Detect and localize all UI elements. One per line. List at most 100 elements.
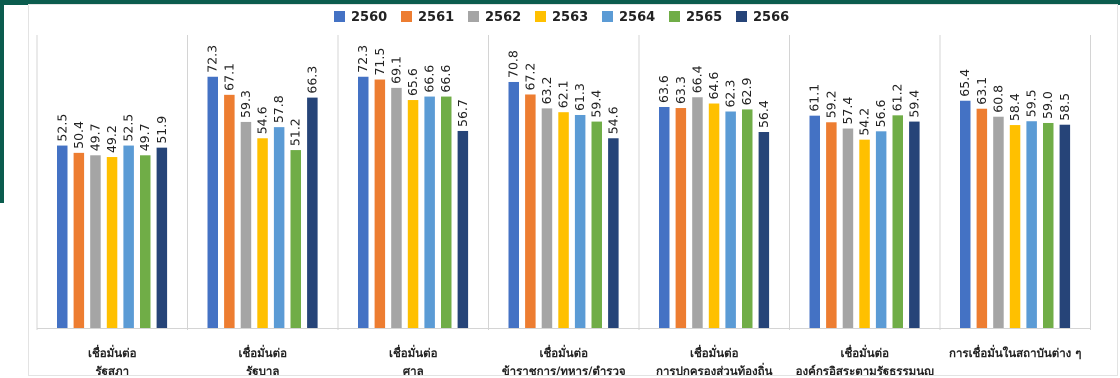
data-label: 67.1 <box>221 63 236 91</box>
data-label: 59.3 <box>238 90 253 118</box>
category-label: รัฐสภา <box>95 364 129 375</box>
bar-2560 <box>809 115 820 329</box>
bar-2564 <box>424 96 435 328</box>
data-label: 56.6 <box>873 99 888 127</box>
data-label: 65.6 <box>405 68 420 96</box>
category-label: เชื่อมั่นต่อ <box>690 344 739 360</box>
bar-2560 <box>960 100 971 328</box>
category-label: รัฐบาล <box>246 364 279 375</box>
bar-2561 <box>826 122 837 328</box>
data-label: 58.4 <box>1007 93 1022 121</box>
bar-2561 <box>374 79 386 328</box>
data-label: 58.5 <box>1057 93 1072 121</box>
data-label: 54.2 <box>857 108 872 136</box>
data-label: 57.4 <box>840 97 855 125</box>
bar-2564 <box>574 114 586 328</box>
bar-2564 <box>273 127 285 329</box>
data-label: 57.8 <box>271 95 286 123</box>
legend-label-2562: 2562 <box>485 10 521 25</box>
legend-label-2564: 2564 <box>619 10 655 25</box>
data-label: 59.2 <box>823 90 838 118</box>
bar-2564 <box>725 111 736 328</box>
legend-label-2563: 2563 <box>552 10 588 25</box>
legend-label-2561: 2561 <box>418 10 454 25</box>
data-label: 69.1 <box>388 56 403 84</box>
data-label: 51.9 <box>154 116 169 144</box>
data-label: 72.3 <box>205 45 220 73</box>
bar-2565 <box>591 121 602 329</box>
bar-2564 <box>123 145 134 328</box>
data-label: 63.6 <box>656 75 671 103</box>
legend-label-2560: 2560 <box>351 10 387 25</box>
data-label: 67.2 <box>522 63 537 91</box>
category-label: เชื่อมั่นต่อ <box>88 344 137 360</box>
data-label: 66.3 <box>304 66 319 94</box>
bar-2562 <box>541 108 553 328</box>
category-label: การปกครองส่วนท้องถิ่น <box>656 362 773 375</box>
data-label: 62.3 <box>723 80 738 108</box>
bar-2563 <box>558 112 569 328</box>
bar-2563 <box>106 157 118 328</box>
data-label: 56.7 <box>455 99 470 127</box>
data-label: 63.1 <box>974 77 989 105</box>
bar-2565 <box>892 115 903 328</box>
bar-2566 <box>457 130 469 328</box>
data-label: 54.6 <box>605 106 620 134</box>
data-label: 66.6 <box>438 65 453 93</box>
data-label: 59.0 <box>1040 91 1055 119</box>
data-label: 49.2 <box>104 125 119 153</box>
data-label: 52.5 <box>121 114 136 142</box>
data-label: 62.9 <box>739 78 754 106</box>
bar-2565 <box>140 155 151 328</box>
data-label: 62.1 <box>556 80 571 108</box>
bar-2564 <box>1026 121 1037 328</box>
bar-2562 <box>240 121 252 329</box>
data-label: 60.8 <box>990 85 1005 113</box>
data-label: 63.3 <box>673 76 688 104</box>
category-label: เชื่อมั่นต่อ <box>841 344 890 360</box>
bar-2566 <box>156 147 168 328</box>
legend-label-2565: 2565 <box>686 10 722 25</box>
bar-2565 <box>290 150 301 328</box>
bar-2560 <box>659 106 670 329</box>
data-label: 59.5 <box>1024 89 1039 117</box>
category-label: เชื่อมั่นต่อ <box>239 344 288 360</box>
bar-2561 <box>675 108 687 328</box>
bar-2563 <box>708 103 720 328</box>
category-label: เชื่อมั่นต่อ <box>540 344 589 360</box>
bar-2566 <box>758 132 770 328</box>
bar-2562 <box>90 155 101 328</box>
bar-2560 <box>207 76 218 328</box>
data-label: 59.4 <box>906 90 921 118</box>
data-label: 72.3 <box>355 45 370 73</box>
data-label: 59.4 <box>589 90 604 118</box>
bar-2562 <box>842 128 854 328</box>
data-label: 61.2 <box>890 83 905 111</box>
legend-label-2566: 2566 <box>753 10 789 25</box>
bar-2561 <box>224 94 235 328</box>
legend-swatch-2560 <box>334 11 345 22</box>
bar-2566 <box>1059 124 1071 329</box>
bar-2561 <box>525 94 536 328</box>
bar-2562 <box>692 97 703 328</box>
category-label: องค์กรอิสระตามรัฐธรรมนูญ <box>796 364 934 375</box>
legend-swatch-2566 <box>736 11 747 22</box>
data-label: 54.6 <box>255 106 270 134</box>
bar-2563 <box>859 139 870 328</box>
chart-frame: 2560 2561 2562 2563 2564 2565 2566 52.5 50.4 49.7… <box>28 4 1118 376</box>
bar-2562 <box>391 87 402 328</box>
category-label: ศาล <box>403 364 424 375</box>
data-label: 56.4 <box>756 100 771 128</box>
legend-swatch-2565 <box>669 11 680 22</box>
data-label: 70.8 <box>506 50 521 78</box>
data-label: 52.5 <box>54 114 69 142</box>
left-accent-bar <box>0 0 4 203</box>
bar-2561 <box>73 152 85 328</box>
legend-swatch-2564 <box>602 11 613 22</box>
data-label: 65.4 <box>957 69 972 97</box>
data-label: 61.3 <box>572 83 587 111</box>
legend-swatch-2561 <box>401 11 412 22</box>
bar-2565 <box>441 96 452 328</box>
data-label: 66.6 <box>422 65 437 93</box>
